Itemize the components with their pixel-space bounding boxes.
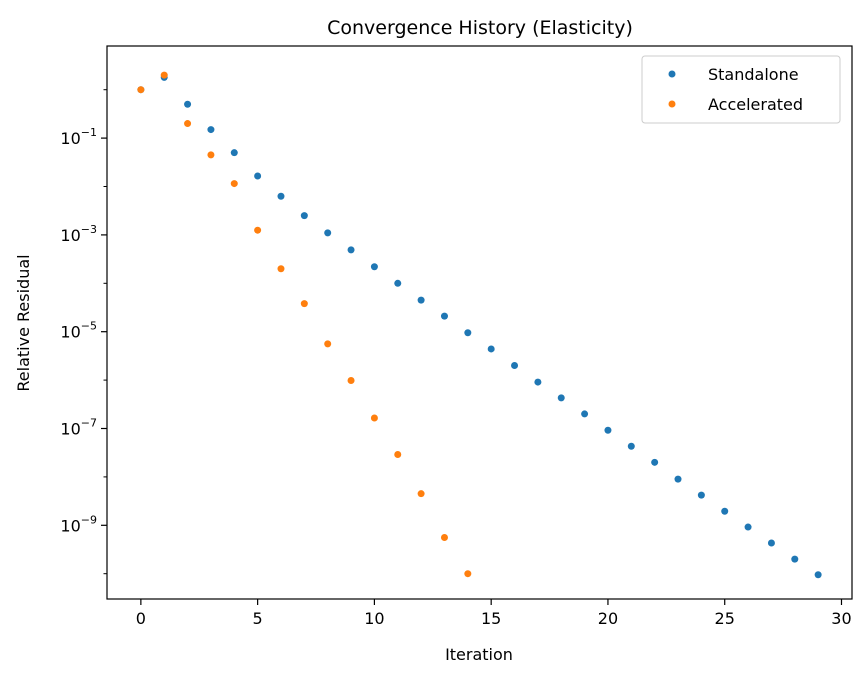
data-point (814, 571, 822, 579)
data-point (417, 490, 425, 498)
ticks: 0 5 10 15 20 25 30 10−1 10−3 10−5 10−7 10−9 (60, 89, 852, 628)
data-point (300, 212, 308, 220)
x-tick-label: 5 (253, 609, 263, 628)
data-point (487, 345, 495, 353)
data-point (767, 539, 775, 547)
data-point (394, 279, 402, 287)
data-point (230, 180, 238, 188)
data-point (254, 226, 262, 234)
y-tick-label: 10−1 (60, 126, 97, 148)
x-tick-label: 10 (364, 609, 384, 628)
data-point (370, 414, 378, 422)
data-point (300, 300, 308, 308)
data-point (464, 570, 472, 578)
data-point (207, 126, 215, 134)
data-point (791, 555, 799, 563)
axes (106, 45, 853, 600)
data-point (254, 172, 262, 180)
series-accelerated (137, 71, 472, 578)
plot-area (137, 71, 822, 579)
legend-label-standalone: Standalone (708, 65, 799, 84)
data-point (137, 86, 145, 94)
x-axis-label: Iteration (445, 645, 513, 664)
data-point (511, 362, 519, 370)
y-tick-label: 10−7 (60, 416, 97, 438)
y-tick-label: 10−3 (60, 223, 97, 245)
data-point (230, 149, 238, 157)
x-tick-label: 0 (136, 609, 146, 628)
legend-label-accelerated: Accelerated (708, 95, 803, 114)
data-point (744, 523, 752, 531)
x-tick-label: 20 (598, 609, 618, 628)
data-point (674, 475, 682, 483)
legend-marker-standalone (668, 70, 676, 78)
data-point (324, 340, 332, 348)
data-point (557, 394, 565, 402)
data-point (697, 491, 705, 499)
data-point (160, 71, 168, 79)
legend-frame (641, 55, 841, 124)
data-point (207, 151, 215, 159)
data-point (464, 329, 472, 337)
data-point (534, 378, 542, 386)
x-tick-label: 15 (481, 609, 501, 628)
y-axis-label: Relative Residual (14, 254, 33, 391)
legend: Standalone Accelerated (641, 55, 841, 124)
y-tick-label: 10−9 (60, 513, 97, 535)
data-point (277, 265, 285, 273)
x-tick-label: 30 (831, 609, 851, 628)
data-point (604, 426, 612, 434)
x-tick-label: 25 (715, 609, 735, 628)
data-point (347, 246, 355, 254)
data-point (370, 263, 378, 271)
data-point (277, 192, 285, 200)
chart-title: Convergence History (Elasticity) (327, 17, 633, 39)
data-point (394, 451, 402, 459)
data-point (440, 533, 448, 541)
axes-frame (106, 45, 853, 600)
data-point (347, 377, 355, 385)
data-point (324, 229, 332, 237)
data-point (440, 312, 448, 320)
data-point (184, 100, 192, 108)
data-point (721, 507, 729, 515)
y-tick-label: 10−5 (60, 320, 97, 342)
legend-marker-accelerated (668, 100, 676, 108)
data-point (184, 120, 192, 128)
data-point (417, 296, 425, 304)
data-point (651, 458, 659, 466)
data-point (581, 410, 589, 418)
data-point (627, 442, 635, 450)
